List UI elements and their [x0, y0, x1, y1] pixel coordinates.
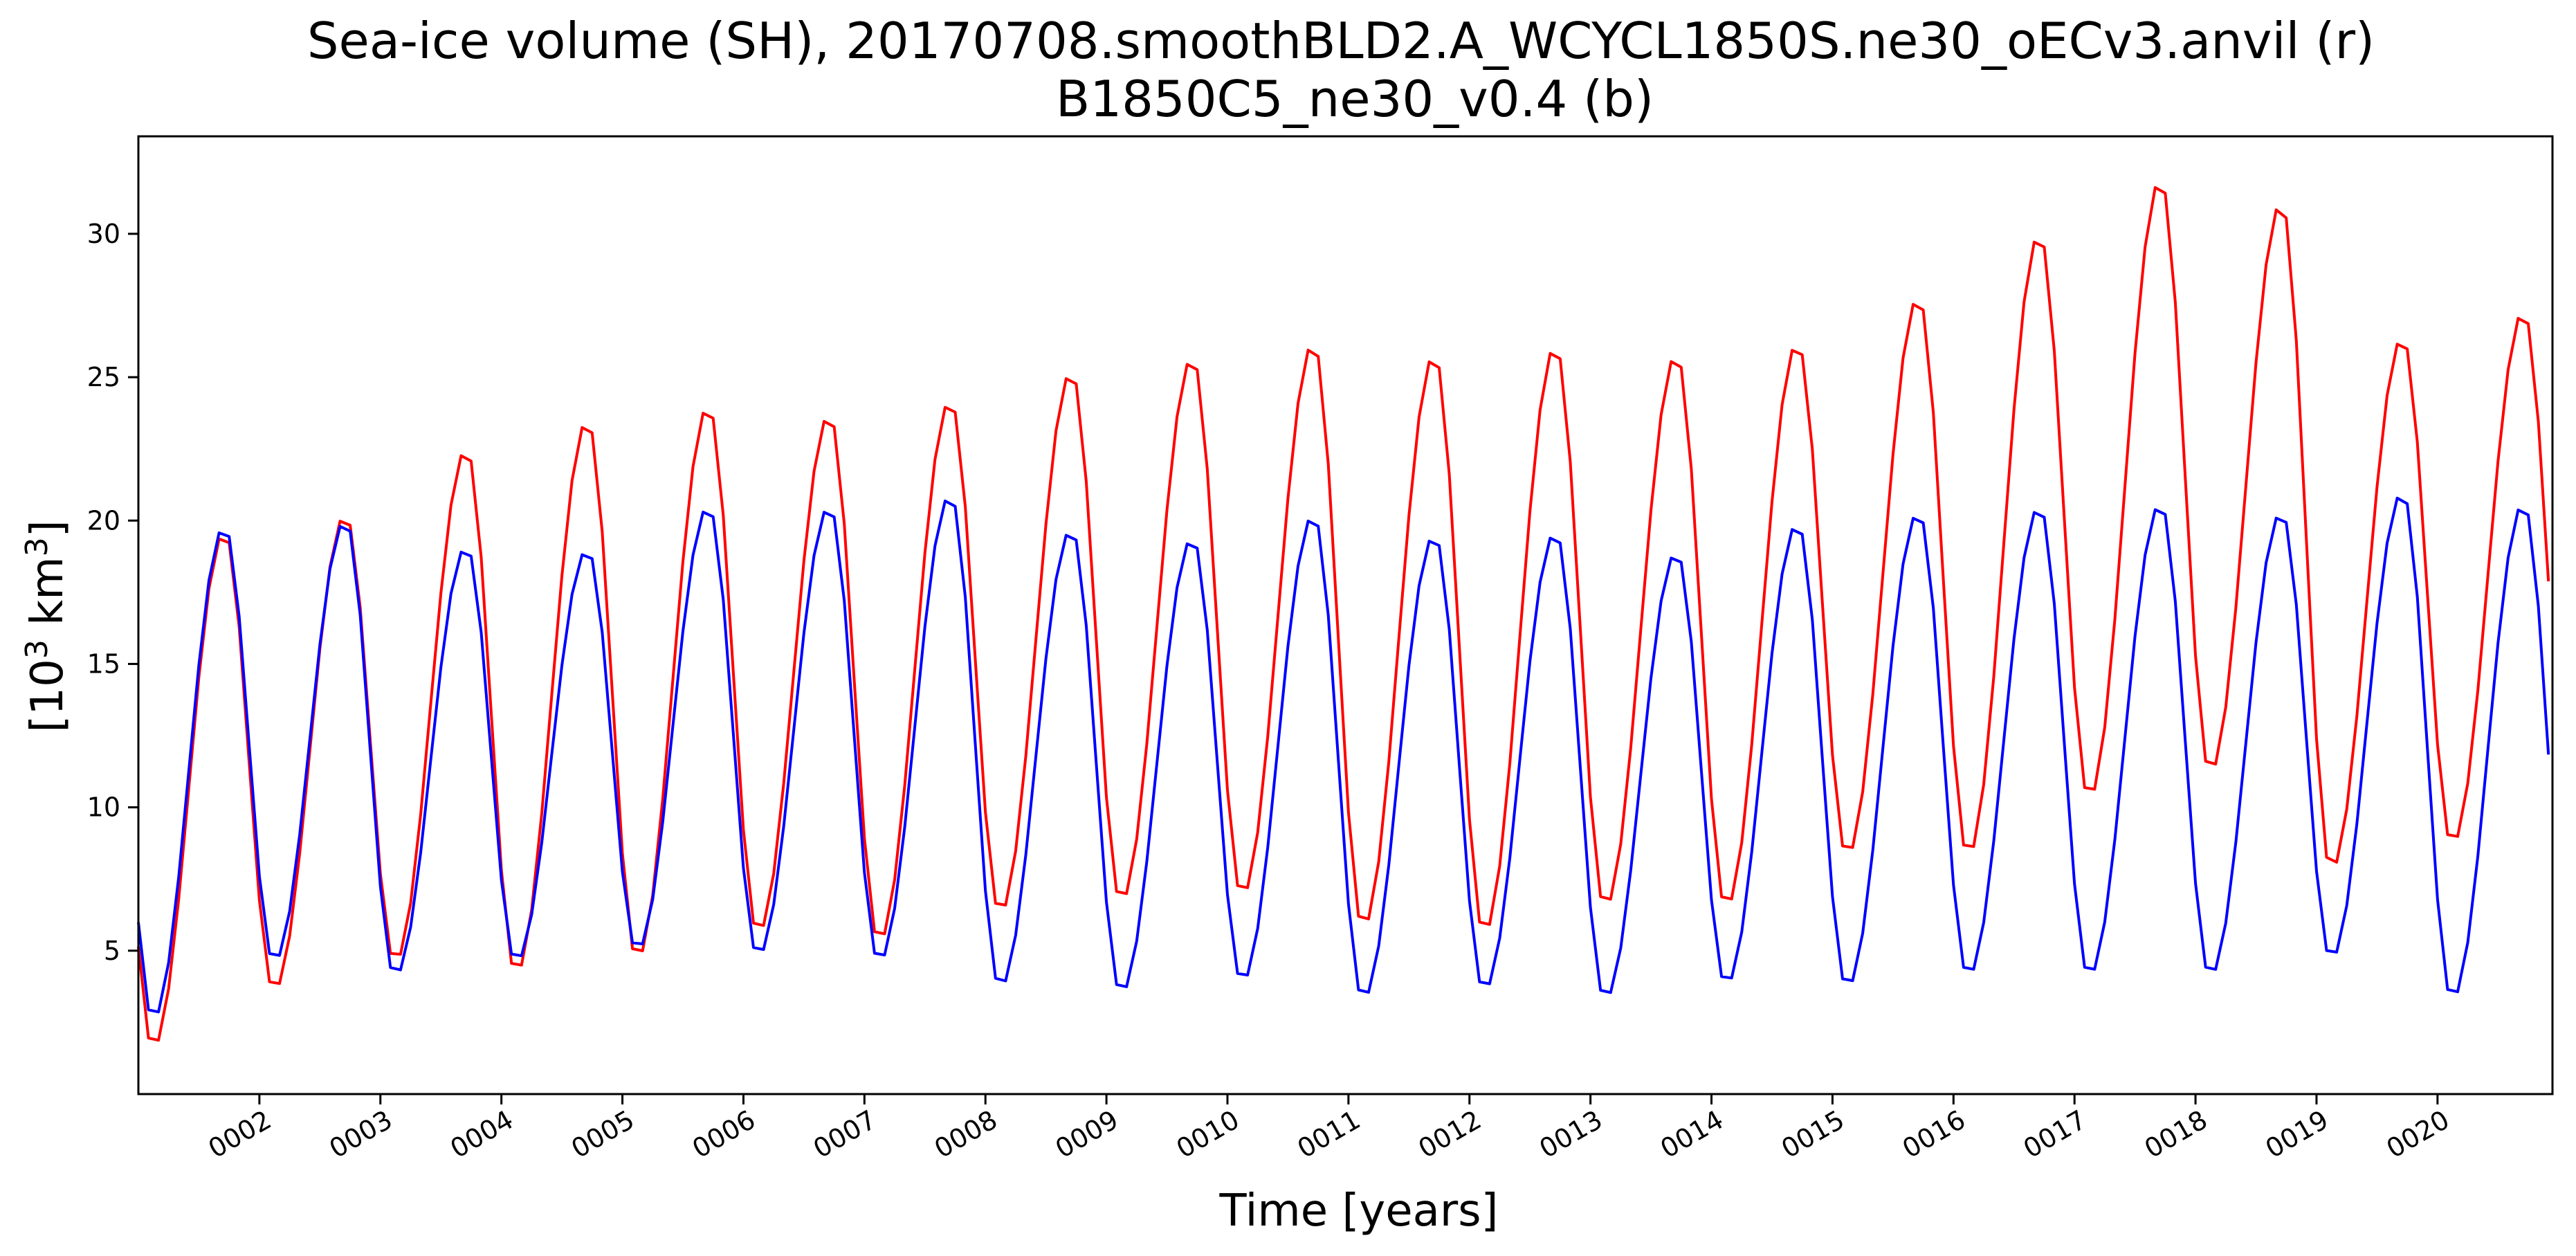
- y-tick-label: 30: [87, 219, 120, 249]
- chart-title-line-2: B1850C5_ne30_v0.4 (b): [1056, 70, 1654, 128]
- y-tick-label: 20: [87, 505, 120, 536]
- series-layer: [137, 186, 2550, 1042]
- y-axis-label-base: [10: [22, 659, 73, 732]
- y-axis-label-sup: 3: [19, 639, 55, 659]
- y-axis-label-close: ]: [22, 520, 73, 537]
- plot-area: [138, 136, 2552, 1094]
- x-tick-label: 0018: [2139, 1104, 2213, 1164]
- y-axis-label: [103 km3]: [19, 520, 73, 732]
- x-tick-label: 0010: [1171, 1104, 1245, 1164]
- x-tick-label: 0006: [687, 1104, 760, 1164]
- y-tick-label: 25: [87, 362, 120, 392]
- y-axis-label-unit-sup: 3: [19, 537, 55, 556]
- x-tick-label: 0011: [1292, 1104, 1366, 1164]
- x-tick-label: 0016: [1897, 1104, 1971, 1164]
- x-tick-label: 0005: [566, 1104, 639, 1164]
- plot-frame: [137, 135, 2554, 1095]
- chart-title: Sea-ice volume (SH), 20170708.smoothBLD2…: [307, 12, 2375, 128]
- x-tick-label: 0002: [203, 1104, 277, 1164]
- x-axis-label: Time [years]: [1218, 1185, 1498, 1237]
- x-tick-label: 0003: [325, 1104, 398, 1164]
- y-tick-label: 15: [87, 648, 120, 679]
- y-tick-label: 10: [87, 792, 120, 823]
- series-line-0: [137, 186, 2550, 1042]
- x-tick-label: 0007: [808, 1104, 881, 1164]
- x-tick-label: 0009: [1050, 1104, 1124, 1164]
- x-tick-label: 0013: [1534, 1104, 1607, 1164]
- plot-background: [138, 136, 2552, 1094]
- x-tick-label: 0012: [1413, 1104, 1486, 1164]
- x-tick-label: 0008: [929, 1104, 1003, 1164]
- x-tick-label: 0019: [2260, 1104, 2334, 1164]
- x-tick-label: 0020: [2382, 1104, 2455, 1164]
- x-tick-label: 0015: [1776, 1104, 1849, 1164]
- y-tick-label: 5: [104, 936, 120, 966]
- x-tick-label: 0014: [1655, 1104, 1728, 1164]
- series-line-1: [137, 496, 2550, 1014]
- chart-title-line-1: Sea-ice volume (SH), 20170708.smoothBLD2…: [307, 12, 2375, 70]
- x-tick-label: 0017: [2018, 1104, 2092, 1164]
- x-tick-label: 0004: [445, 1104, 518, 1164]
- y-axis-label-unit: km: [22, 556, 73, 639]
